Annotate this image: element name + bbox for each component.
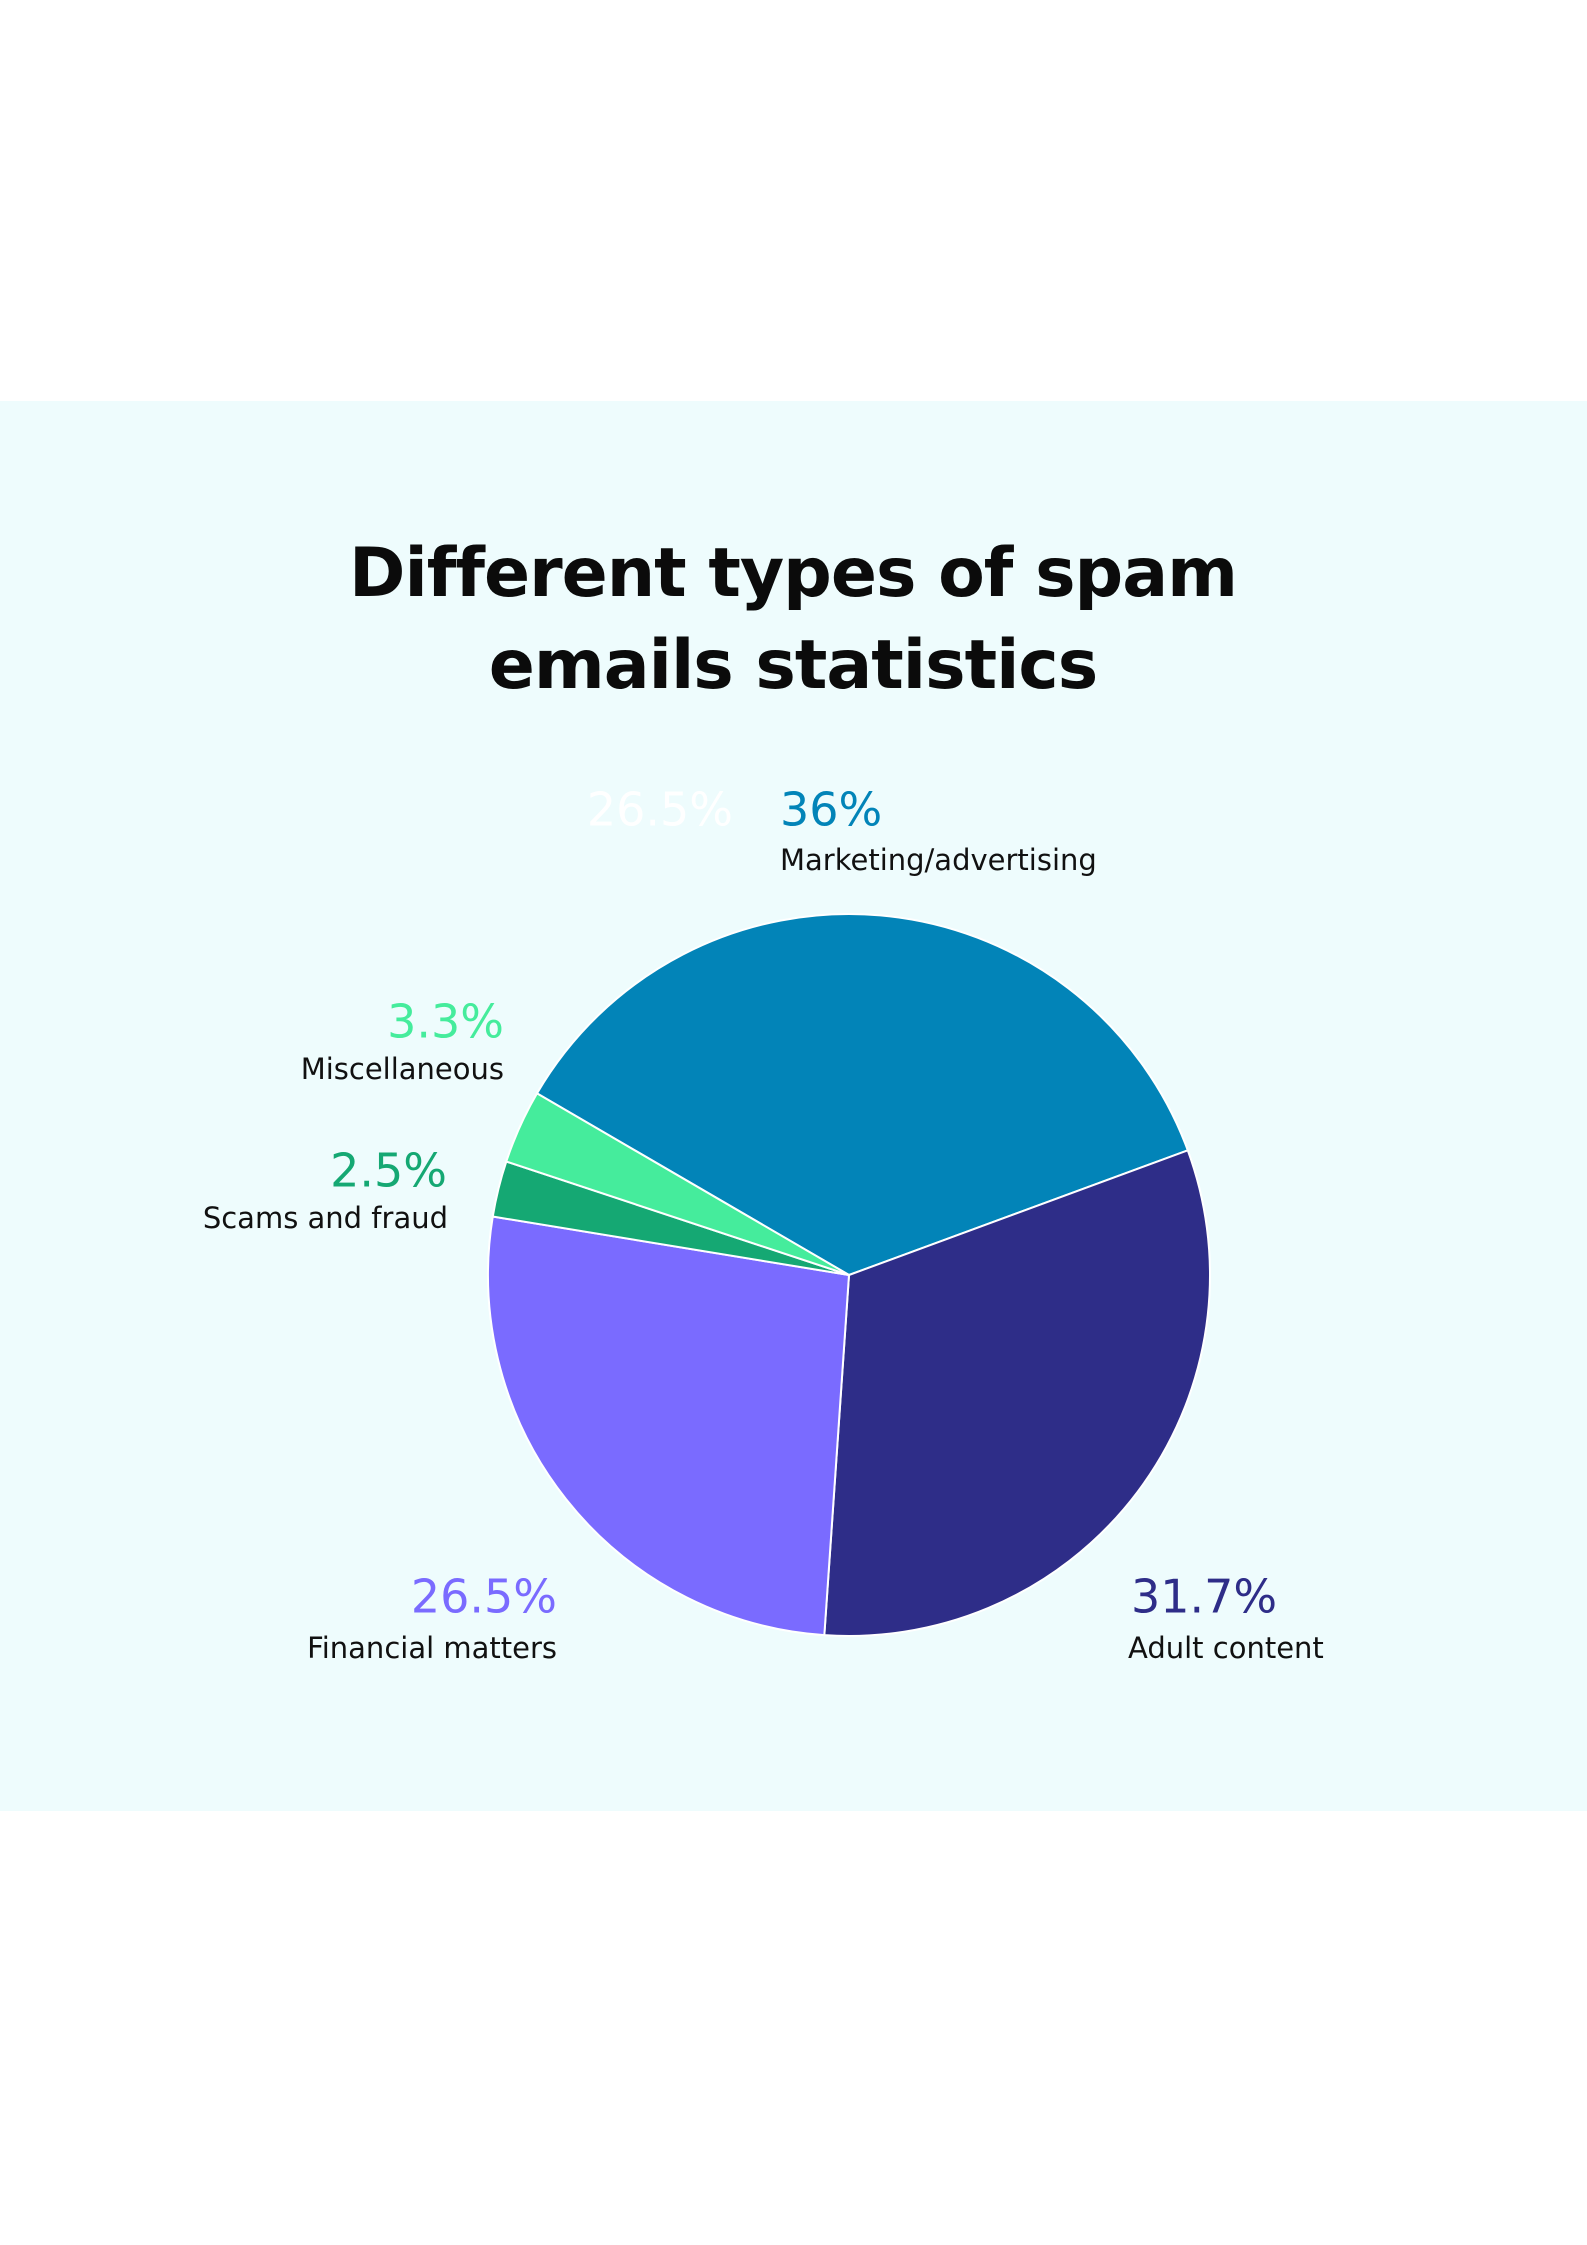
category-label: Scams and fraud (203, 1201, 448, 1235)
category-label: Financial matters (307, 1631, 557, 1665)
chart-title: Different types of spam emails statistic… (349, 534, 1238, 705)
annotation: 26.5% (587, 783, 733, 837)
category-label: Marketing/advertising (780, 843, 1097, 877)
category-label: Adult content (1128, 1631, 1324, 1665)
value-label: 2.5% (330, 1144, 447, 1198)
pie-slice (505, 1092, 850, 1276)
category-label: Miscellaneous (301, 1052, 504, 1086)
pie-slice (823, 1149, 1211, 1637)
value-label: 26.5% (411, 1570, 557, 1624)
pie-slice (535, 912, 1190, 1277)
value-label: 36% (780, 783, 882, 837)
value-label: 3.3% (387, 995, 504, 1049)
value-label: 31.7% (1131, 1570, 1277, 1624)
pie-slice (487, 1215, 851, 1637)
